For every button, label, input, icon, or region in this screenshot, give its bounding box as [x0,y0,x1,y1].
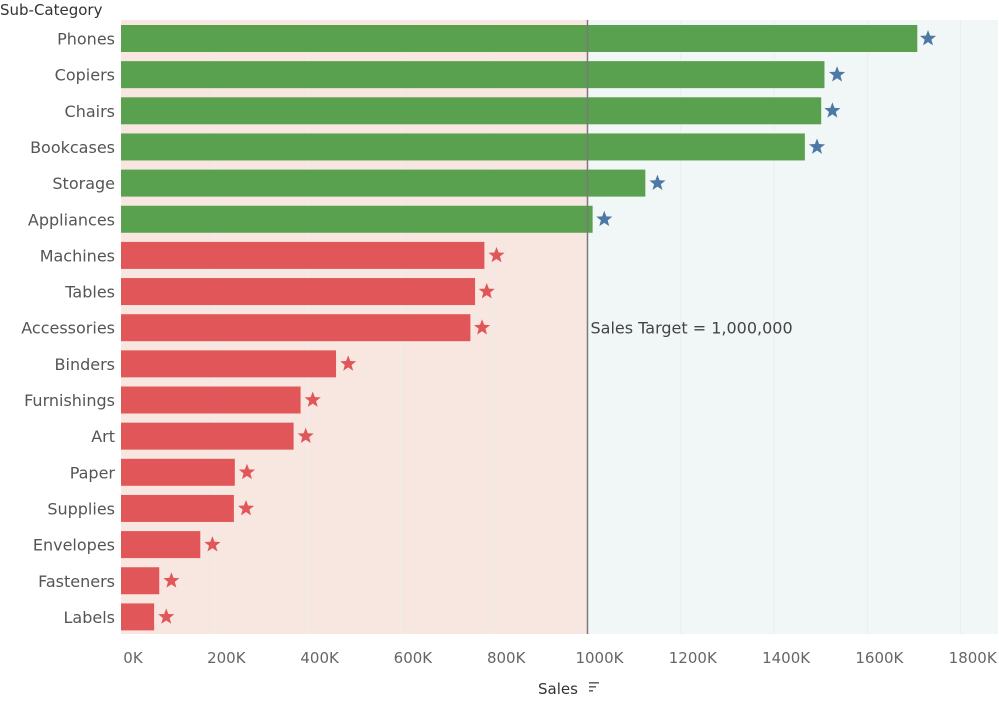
bar-storage [121,169,646,197]
category-label: Paper [70,463,116,482]
category-label: Tables [64,283,115,302]
target-star-furnishings [304,391,321,407]
x-tick-label: 600K [394,649,434,667]
row-header-title: Sub-Category [0,1,103,19]
x-axis-title: Sales [538,680,578,698]
bar-phones [121,25,918,52]
target-markers [158,30,937,624]
target-star-supplies [237,499,255,516]
x-tick-label: 1800K [949,649,998,667]
category-label: Copiers [55,66,115,85]
bar-art [121,422,294,450]
target-star-bookcases [808,138,826,154]
x-tick-label: 400K [300,649,340,667]
bar-accessories [121,314,471,342]
target-star-appliances [596,210,613,227]
x-tick-label: 1600K [855,649,904,667]
bar-chairs [121,97,822,125]
bar-copiers [121,61,825,89]
target-star-labels [158,608,175,624]
target-star-copiers [828,66,846,82]
bar-tables [121,278,476,306]
x-tick-label: 1000K [575,649,624,667]
bar-binders [121,350,337,378]
x-tick-label: 1400K [762,649,811,667]
category-label: Bookcases [30,138,115,157]
category-label: Chairs [65,102,115,121]
target-star-fasteners [163,572,180,588]
category-label: Binders [55,355,115,374]
x-tick-label: 200K [207,649,247,667]
category-label: Fasteners [38,572,115,591]
x-axis-ticks: 0K 200K 400K 600K 800K 1000K 1200K 1400K 1600K 18… [123,649,998,667]
bar-labels [121,603,155,631]
reference-line-label: Sales Target = 1,000,000 [590,319,792,338]
target-star-tables [478,283,495,299]
bar-supplies [121,494,234,522]
category-label: Art [91,427,115,446]
category-labels: Phones Copiers Chairs Bookcases Storage Appli… [21,30,115,627]
category-label: Supplies [47,499,115,518]
bar-paper [121,458,235,486]
category-label: Envelopes [33,536,115,555]
category-label: Appliances [28,210,115,229]
target-star-envelopes [204,536,221,552]
target-star-paper [238,463,256,480]
bar-machines [121,241,485,269]
category-label: Furnishings [24,391,115,410]
category-label: Labels [64,608,116,627]
bar-fasteners [121,567,160,595]
category-label: Machines [40,246,115,265]
x-tick-label: 0K [123,649,144,667]
category-label: Accessories [21,319,115,338]
bars [121,25,918,631]
reference-line-group: Sales Target = 1,000,000 [586,20,793,634]
target-star-machines [488,246,505,263]
target-star-art [297,427,314,444]
target-star-phones [919,30,937,46]
category-label: Phones [57,30,115,49]
target-star-chairs [824,102,841,118]
x-tick-label: 800K [487,649,527,667]
bar-appliances [121,205,593,233]
bar-bookcases [121,133,805,161]
category-label: Storage [52,174,115,193]
target-star-binders [340,355,357,371]
target-star-storage [649,174,666,190]
target-star-accessories [473,319,491,335]
bar-furnishings [121,386,301,414]
bar-envelopes [121,531,201,559]
sort-icon[interactable] [589,682,599,692]
x-tick-label: 1200K [669,649,718,667]
